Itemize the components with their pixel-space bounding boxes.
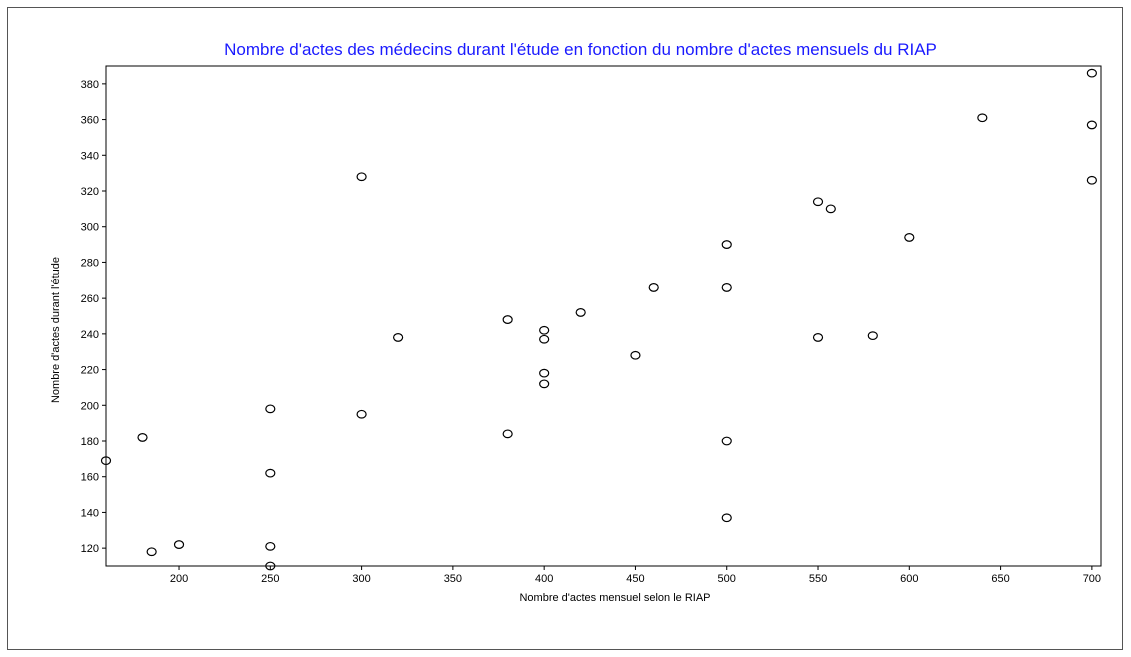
data-point (356, 172, 367, 182)
data-point (393, 333, 404, 342)
data-point (721, 283, 732, 292)
x-axis-label: Nombre d'actes mensuel selon le RIAP (519, 592, 711, 604)
x-tick-label: 200 (170, 573, 188, 585)
y-tick-label: 220 (81, 365, 99, 377)
x-tick-label: 550 (809, 573, 827, 585)
data-point (721, 513, 732, 523)
y-tick-label: 360 (81, 115, 99, 127)
data-point (356, 409, 367, 419)
data-points (100, 68, 1097, 571)
y-tick-label: 240 (81, 329, 99, 341)
data-point (539, 379, 550, 389)
y-tick-label: 280 (81, 257, 99, 269)
chart-frame (7, 7, 1123, 650)
y-tick-label: 300 (81, 222, 99, 234)
y-tick-label: 120 (81, 543, 99, 555)
data-point (721, 240, 732, 249)
y-tick-label: 180 (81, 436, 99, 448)
data-point (173, 540, 185, 549)
x-tick-label: 250 (261, 573, 279, 585)
y-tick-label: 200 (81, 400, 99, 412)
data-point (575, 308, 586, 317)
data-point (977, 113, 988, 123)
data-point (539, 334, 550, 344)
chart-title: Nombre d'actes des médecins durant l'étu… (224, 40, 937, 59)
x-tick-label: 300 (352, 573, 370, 585)
y-tick-label: 260 (81, 293, 99, 305)
data-point (265, 561, 276, 571)
x-tick-label: 450 (626, 573, 644, 585)
x-tick-label: 350 (444, 573, 462, 585)
x-tick-label: 500 (718, 573, 736, 585)
data-point (1086, 175, 1097, 185)
x-tick-label: 700 (1083, 573, 1101, 585)
data-point (812, 197, 824, 207)
data-point (539, 368, 550, 378)
data-point (1086, 120, 1097, 130)
data-point (648, 283, 659, 292)
data-point (265, 468, 276, 478)
data-point (721, 436, 732, 446)
y-tick-label: 380 (81, 79, 99, 91)
data-point (265, 541, 276, 551)
data-point (100, 456, 112, 466)
data-point (502, 315, 513, 324)
axes (105, 65, 1102, 567)
data-point (146, 547, 157, 557)
y-tick-label: 140 (81, 507, 99, 519)
y-axis-label: Nombre d'actes durant l'étude (50, 256, 62, 404)
data-point (630, 350, 641, 360)
y-tick-label: 160 (81, 472, 99, 484)
data-point (812, 333, 824, 342)
data-point (867, 331, 878, 341)
x-tick-label: 650 (991, 573, 1009, 585)
x-axis-ticks: 200 250 300 350 400 450 500 550 600 650 700 (170, 566, 1101, 585)
data-point (904, 233, 915, 242)
data-point (1086, 68, 1097, 78)
data-point (502, 429, 513, 439)
y-tick-label: 340 (81, 150, 99, 162)
data-point (539, 325, 550, 335)
x-tick-label: 600 (900, 573, 918, 585)
x-tick-label: 400 (535, 573, 553, 585)
data-point (265, 404, 276, 414)
y-axis-ticks: 120 140 160 180 200 220 240 260 280 300 320 340 360 3… (81, 79, 106, 555)
plot-border (105, 65, 1102, 567)
data-point (825, 204, 836, 214)
data-point (137, 433, 148, 442)
y-tick-label: 320 (81, 186, 99, 198)
